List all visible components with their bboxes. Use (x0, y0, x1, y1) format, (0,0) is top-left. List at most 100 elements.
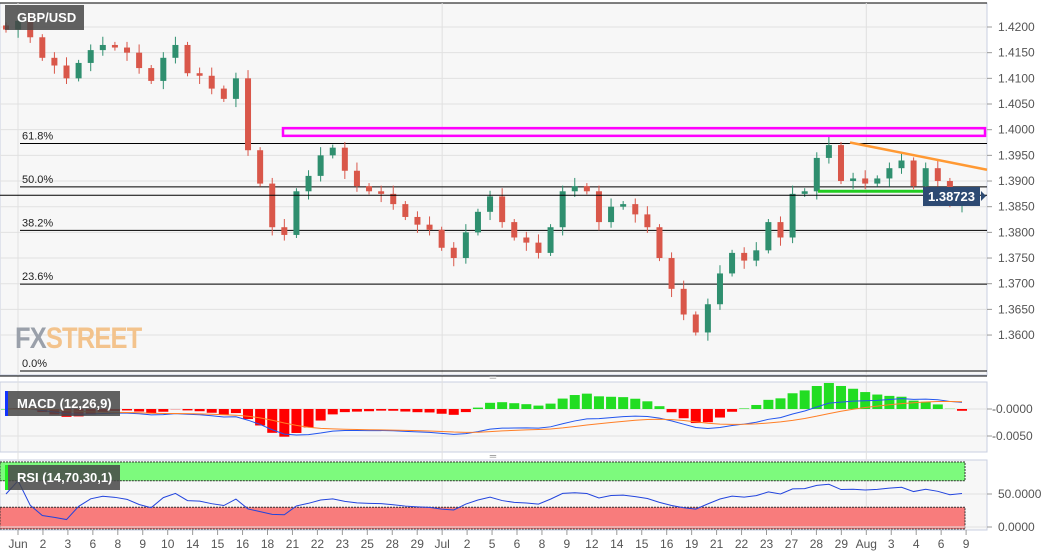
macd-histogram-bar (618, 397, 629, 409)
candle-body (692, 314, 699, 333)
x-tick-label: 23 (336, 537, 350, 551)
candle-body (680, 288, 687, 315)
macd-histogram-bar (957, 409, 967, 411)
candle-body (39, 37, 46, 58)
fib-level-label: 23.6% (22, 271, 53, 283)
x-tick-label: Jul (434, 537, 449, 551)
macd-histogram-bar (666, 409, 677, 413)
macd-histogram-bar (351, 409, 362, 412)
macd-histogram-bar (787, 393, 798, 409)
macd-histogram-bar (581, 393, 592, 409)
candle (124, 41, 131, 61)
macd-histogram-bar (630, 398, 641, 409)
candle-body (184, 44, 191, 74)
candle-body (111, 44, 118, 48)
fib-level-label: 61.8% (22, 130, 53, 142)
candle (51, 52, 58, 74)
macd-histogram-bar (884, 395, 895, 409)
macd-histogram-bar (654, 406, 665, 409)
candle-body (499, 196, 506, 223)
x-tick-label: 2 (40, 537, 47, 551)
candle (608, 198, 615, 228)
x-tick-label: 9 (963, 537, 970, 551)
macd-badge: MACD (12,26,9) (5, 391, 120, 416)
candle (438, 226, 445, 251)
x-tick-label: 5 (489, 537, 496, 551)
candle-body (874, 178, 881, 184)
candle-body (450, 247, 457, 259)
candle-body (462, 232, 469, 259)
candle (559, 185, 566, 236)
candle-body (583, 186, 590, 192)
rsi-tick-label: 50.0000 (998, 487, 1042, 501)
candle-body (75, 62, 82, 79)
macd-tick-label: -0.0050 (992, 429, 1033, 443)
macd-histogram-bar (230, 409, 241, 414)
candle (160, 52, 167, 90)
candle-body (813, 157, 820, 192)
candle-body (862, 178, 869, 184)
x-tick-label: 15 (635, 537, 649, 551)
candle-body (378, 191, 385, 194)
candle (934, 159, 941, 187)
candle-body (825, 145, 832, 158)
candle (474, 208, 481, 236)
x-tick-label: 3 (888, 537, 895, 551)
macd-label: MACD (12,26,9) (17, 396, 112, 411)
candle-body (571, 186, 578, 192)
candle-body (366, 186, 373, 192)
x-tick-label: 23 (760, 537, 774, 551)
candle-body (620, 204, 627, 207)
macd-histogram-bar (436, 409, 447, 414)
candle-body (438, 229, 445, 248)
x-tick-label: 16 (236, 537, 250, 551)
macd-histogram-bar (243, 409, 254, 420)
signal-line (5, 401, 963, 433)
macd-histogram-bar (509, 403, 520, 409)
macd-histogram-bar (472, 407, 483, 409)
macd-histogram-bar (255, 409, 266, 426)
x-tick-label: 27 (785, 537, 799, 551)
y-tick-label: 1.3950 (998, 148, 1035, 162)
candle-body (87, 50, 94, 63)
x-tick-label: 6 (90, 537, 97, 551)
candle-body (305, 175, 312, 192)
macd-histogram-bar (460, 409, 471, 413)
macd-histogram-bar (497, 402, 508, 409)
candle-body (341, 147, 348, 171)
candle-body (474, 211, 481, 233)
candle (414, 211, 421, 233)
rsi-label: RSI (14,70,30,1) (17, 470, 113, 485)
rsi-oversold-zone (0, 506, 966, 530)
macd-histogram-bar (835, 385, 846, 409)
candle (523, 231, 530, 251)
candle (63, 57, 70, 84)
x-tick-label: 25 (361, 537, 375, 551)
candle (245, 70, 252, 156)
macd-histogram-bar (521, 404, 532, 409)
candle (305, 170, 312, 200)
x-tick-label: 6 (514, 537, 521, 551)
current-price-tag: 1.38723 (923, 187, 986, 206)
x-tick-label: 2 (464, 537, 471, 551)
macd-histogram-bar (702, 409, 713, 423)
fib-level-label: 38.2% (22, 217, 53, 229)
candle-body (632, 204, 639, 215)
candle (426, 216, 433, 236)
candle-body (644, 214, 651, 228)
x-tick-label: 6 (938, 537, 945, 551)
macd-histogram-bar (364, 409, 375, 412)
candle (704, 298, 711, 341)
x-tick-label: 4 (913, 537, 920, 551)
candle (632, 198, 639, 223)
macd-histogram-bar (593, 396, 604, 409)
candle-body (220, 88, 227, 99)
candle-body (136, 52, 143, 69)
macd-histogram-bar (533, 405, 544, 409)
macd-histogram-bar (303, 409, 314, 428)
candle-body (704, 304, 711, 333)
candle (898, 152, 905, 174)
candle-body (148, 68, 155, 81)
macd-histogram-bar (727, 409, 738, 412)
